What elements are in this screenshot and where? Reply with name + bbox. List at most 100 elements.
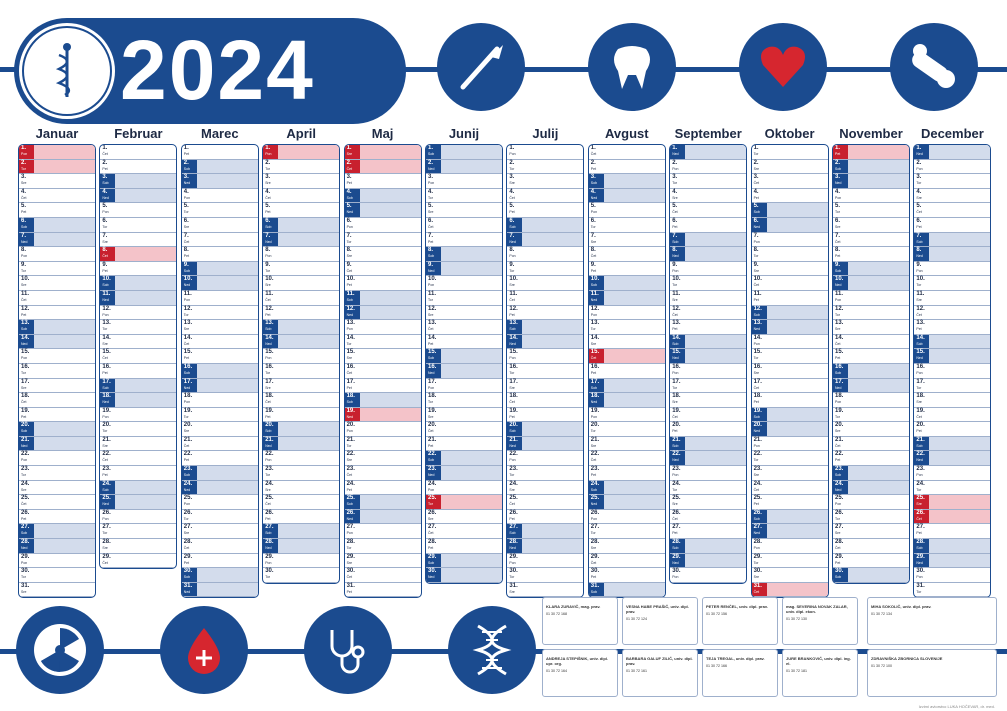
day-cell: 26. Tor [833, 510, 909, 525]
day-cell: 27. Sob [507, 524, 584, 540]
day-number: 7. Sre [590, 232, 597, 244]
day-number: 23. Tor [265, 466, 274, 478]
day-number: 5. Pon [102, 203, 109, 215]
month-column: 1. Ned 2. Pon 3. Tor 4. Sre 5. Čet 6. Pet 7. Sob 8. Ned… [913, 144, 992, 599]
day-cell: 12. Čet [914, 306, 991, 321]
day-number: 14. Ned [19, 334, 34, 349]
contact-name: MIHA SOKOLIČ, univ. dipl. prav. [871, 604, 932, 609]
day-number: 8. Pet [835, 247, 841, 259]
day-cell: 7. Sob [670, 232, 747, 248]
day-cell: 27. Sob [263, 524, 340, 540]
day-number: 19. Pet [509, 407, 518, 419]
day-number: 4. Pet [753, 188, 759, 200]
day-cell: 28. Sre [100, 539, 177, 554]
day-number: 2. Ned [426, 159, 441, 174]
day-number: 5. Pet [509, 203, 515, 215]
day-number: 20. Sre [183, 422, 193, 434]
day-number: 10. Tor [916, 276, 925, 288]
day-number: 18. Sob [344, 393, 360, 407]
day-cell: 8. Čet [588, 247, 665, 262]
day-cell: 25. Sre [914, 495, 991, 510]
day-cell: 26. Pet [263, 510, 340, 525]
month-name: Avgust [605, 126, 649, 141]
day-cell: 1. Sre [344, 145, 421, 160]
day-number: 20. Pet [916, 422, 925, 434]
day-number: 30. Sre [753, 568, 762, 580]
day-cell: 10. Čet [751, 276, 828, 291]
day-number: 9. Sre [753, 261, 760, 273]
day-number: 31. Sre [509, 582, 518, 594]
day-number: 19. Čet [672, 407, 681, 419]
day-cell: 20. Pet [670, 422, 747, 437]
day-cell: 28. Ned [19, 539, 95, 554]
day-number: 5. Čet [916, 203, 922, 215]
day-cell: 21. Tor [344, 437, 421, 452]
day-number: 8. Pon [265, 247, 272, 259]
month-name: Julij [532, 126, 559, 141]
day-number: 21. Pon [753, 436, 762, 448]
day-number: 10. Čet [753, 276, 762, 288]
day-number: 15. Pet [183, 349, 193, 361]
day-number: 8. Pon [21, 247, 28, 259]
day-number: 23. Čet [346, 466, 355, 478]
day-cell: 27. Pet [670, 524, 747, 540]
month-name: December [920, 126, 984, 141]
month-column: 1. Ned 2. Pon 3. Tor 4. Sre 5. Čet 6. Pet 7. Sob 8. Ned… [669, 144, 748, 584]
day-cell: 30. Pon [914, 568, 991, 583]
day-cell: 18. Čet [507, 393, 584, 408]
day-cell: 19. Pon [588, 408, 665, 423]
day-cell: 14. Sre [588, 334, 665, 350]
day-number: 17. Tor [672, 378, 681, 390]
contact-phone: 01 30 72 166 [706, 664, 727, 668]
day-number: 29. Sre [346, 553, 355, 565]
day-cell: 30. Pet [588, 568, 665, 583]
day-cell: 9. Tor [19, 262, 95, 277]
day-number: 29. Pon [265, 553, 274, 565]
day-cell: 27. Pon [344, 524, 421, 540]
day-cell: 23. Ned [426, 466, 502, 481]
day-cell: 1. Pon [507, 145, 584, 160]
day-cell: 18. Pon [833, 393, 909, 408]
day-cell: 21. Ned [19, 436, 95, 452]
day-cell: 25. Pon [181, 495, 258, 510]
day-cell: 24. Ned [181, 480, 258, 496]
day-number: 21. Sre [102, 436, 111, 448]
day-number: 20. Sob [263, 422, 279, 436]
day-cell: 22. Pon [507, 451, 584, 467]
contact-name: PETER RENČEL, univ. dipl. prav. [706, 604, 768, 609]
day-cell: 20. Sre [833, 422, 909, 437]
day-cell: 21. Čet [833, 437, 909, 452]
day-cell: 22. Sre [344, 451, 421, 467]
day-number: 20. Pet [672, 422, 681, 434]
day-cell: 6. Ned [751, 217, 828, 233]
day-number: 19. Čet [916, 407, 925, 419]
day-number: 4. Ned [588, 188, 604, 203]
day-cell: 25. Pon [833, 495, 909, 510]
day-cell: 6. Sob [263, 217, 340, 233]
day-number: 4. Pon [835, 188, 842, 200]
day-number: 14. Sre [590, 334, 600, 346]
day-number: 6. Sob [507, 217, 523, 232]
day-number: 22. Pon [265, 451, 274, 463]
day-number: 4. Pon [183, 188, 191, 200]
day-cell: 8. Ned [914, 247, 991, 262]
day-number: 18. Čet [265, 393, 274, 405]
day-cell: 22. Pet [181, 451, 258, 467]
month-name: Februar [114, 126, 163, 141]
day-cell: 10. Tor [670, 276, 747, 291]
day-cell: 7. Čet [181, 233, 258, 248]
day-number: 25. Ned [100, 495, 116, 509]
day-cell: 11. Pon [181, 291, 258, 306]
day-cell: 1. Pet [181, 145, 258, 160]
day-cell: 28. Sob [670, 539, 747, 554]
day-cell: 21. Sob [670, 436, 747, 452]
day-number: 21. Pet [428, 436, 437, 448]
day-cell: 3. Ned [181, 174, 258, 189]
day-cell: 18. Pet [751, 393, 828, 408]
day-cell: 6. Tor [100, 218, 177, 233]
day-cell: 11. Pet [751, 291, 828, 306]
day-cell: 15. Sre [344, 349, 421, 364]
day-cell: 14. Pet [426, 335, 502, 350]
day-cell: 23. Pet [100, 466, 177, 481]
day-number: 18. Ned [588, 393, 604, 407]
